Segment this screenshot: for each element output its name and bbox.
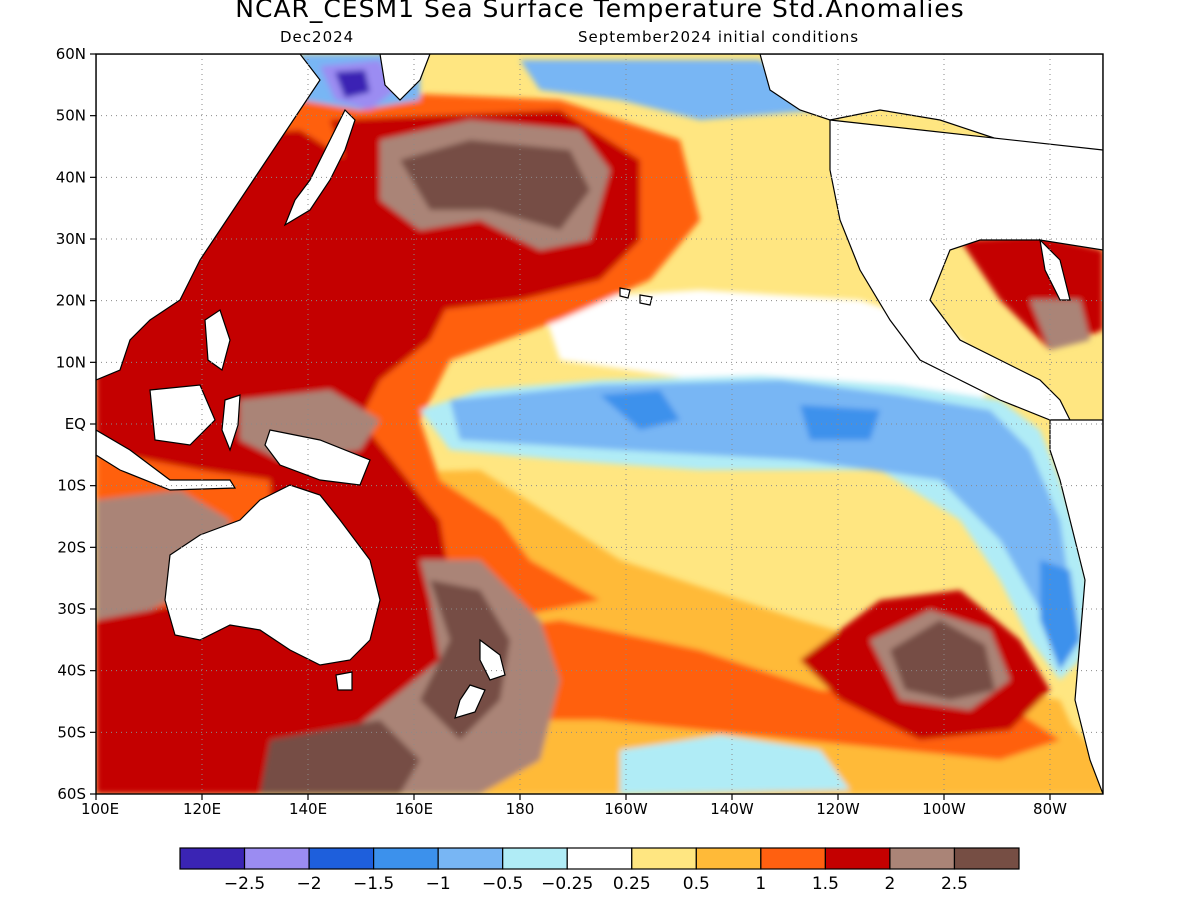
- colorbar-swatch: [373, 847, 439, 870]
- lat-tick-label: 50N: [56, 107, 86, 125]
- lon-tick-label: 100E: [81, 800, 119, 818]
- lon-tick-label: 100W: [922, 800, 966, 818]
- latitude-axis: 60N 50N 40N 30N 20N 10N EQ 10S 20S 30S 40S 50S 60S: [56, 45, 96, 803]
- colorbar-swatch: [953, 847, 1020, 870]
- colorbar-swatch: [824, 847, 891, 870]
- lat-tick-label: 20S: [57, 538, 86, 556]
- colorbar-swatch: [502, 847, 568, 870]
- colorbar-label: −1: [426, 874, 451, 894]
- lon-tick-label: 180: [506, 800, 535, 818]
- lat-tick-label: 10S: [57, 477, 86, 495]
- colorbar-swatch: [566, 847, 633, 870]
- colorbar-swatch: [695, 847, 762, 870]
- lat-tick-label: 20N: [56, 292, 86, 310]
- colorbar-swatch: [760, 847, 826, 870]
- colorbar-label: 0.5: [683, 874, 710, 894]
- colorbar-swatch: [308, 847, 375, 870]
- colorbar-label: −0.5: [482, 874, 523, 894]
- lat-tick-label: 60N: [56, 45, 86, 63]
- colorbar-swatch: [889, 847, 956, 870]
- target-month-label: Dec2024: [280, 28, 355, 46]
- colorbar-label: −2: [297, 874, 322, 894]
- colorbar-swatch: [179, 847, 246, 870]
- longitude-axis: 100E 120E 140E 160E 180 160W 140W 120W 100W 80W: [81, 794, 1067, 818]
- lon-tick-label: 120E: [183, 800, 221, 818]
- colorbar-label: 0.25: [613, 874, 651, 894]
- colorbar: −2.5 −2 −1.5 −1 −0.5 −0.25 0.25 0.5 1 1.5 2 2.5: [179, 847, 1020, 894]
- lat-tick-label: 10N: [56, 353, 86, 371]
- colorbar-swatch: [437, 847, 504, 870]
- lon-tick-label: 120W: [816, 800, 860, 818]
- lat-tick-label: 60S: [57, 785, 86, 803]
- colorbar-label: 2: [885, 874, 896, 894]
- lon-tick-label: 160W: [604, 800, 648, 818]
- colorbar-label: 1: [755, 874, 766, 894]
- colorbar-label: −0.25: [541, 874, 593, 894]
- colorbar-label: 2.5: [941, 874, 968, 894]
- anomaly-field: [96, 54, 1103, 794]
- lon-tick-label: 140E: [289, 800, 327, 818]
- colorbar-swatch: [631, 847, 697, 870]
- lon-tick-label: 140W: [710, 800, 754, 818]
- chart-title: NCAR_CESM1 Sea Surface Temperature Std.A…: [235, 0, 965, 23]
- lon-tick-label: 160E: [395, 800, 433, 818]
- lat-tick-label: 50S: [57, 723, 86, 741]
- lat-tick-label: 30N: [56, 230, 86, 248]
- colorbar-label: −1.5: [353, 874, 394, 894]
- map-gridlines: [96, 54, 1103, 794]
- coastlines: [96, 54, 1103, 794]
- colorbar-swatch: [243, 847, 310, 870]
- init-conditions-label: September2024 initial conditions: [578, 28, 860, 46]
- colorbar-label: −2.5: [224, 874, 265, 894]
- lat-tick-label: 30S: [57, 600, 86, 618]
- lon-tick-label: 80W: [1033, 800, 1067, 818]
- lat-tick-label: 40N: [56, 168, 86, 186]
- lat-tick-label: 40S: [57, 662, 86, 680]
- lat-tick-label: EQ: [65, 415, 86, 433]
- colorbar-label: 1.5: [812, 874, 839, 894]
